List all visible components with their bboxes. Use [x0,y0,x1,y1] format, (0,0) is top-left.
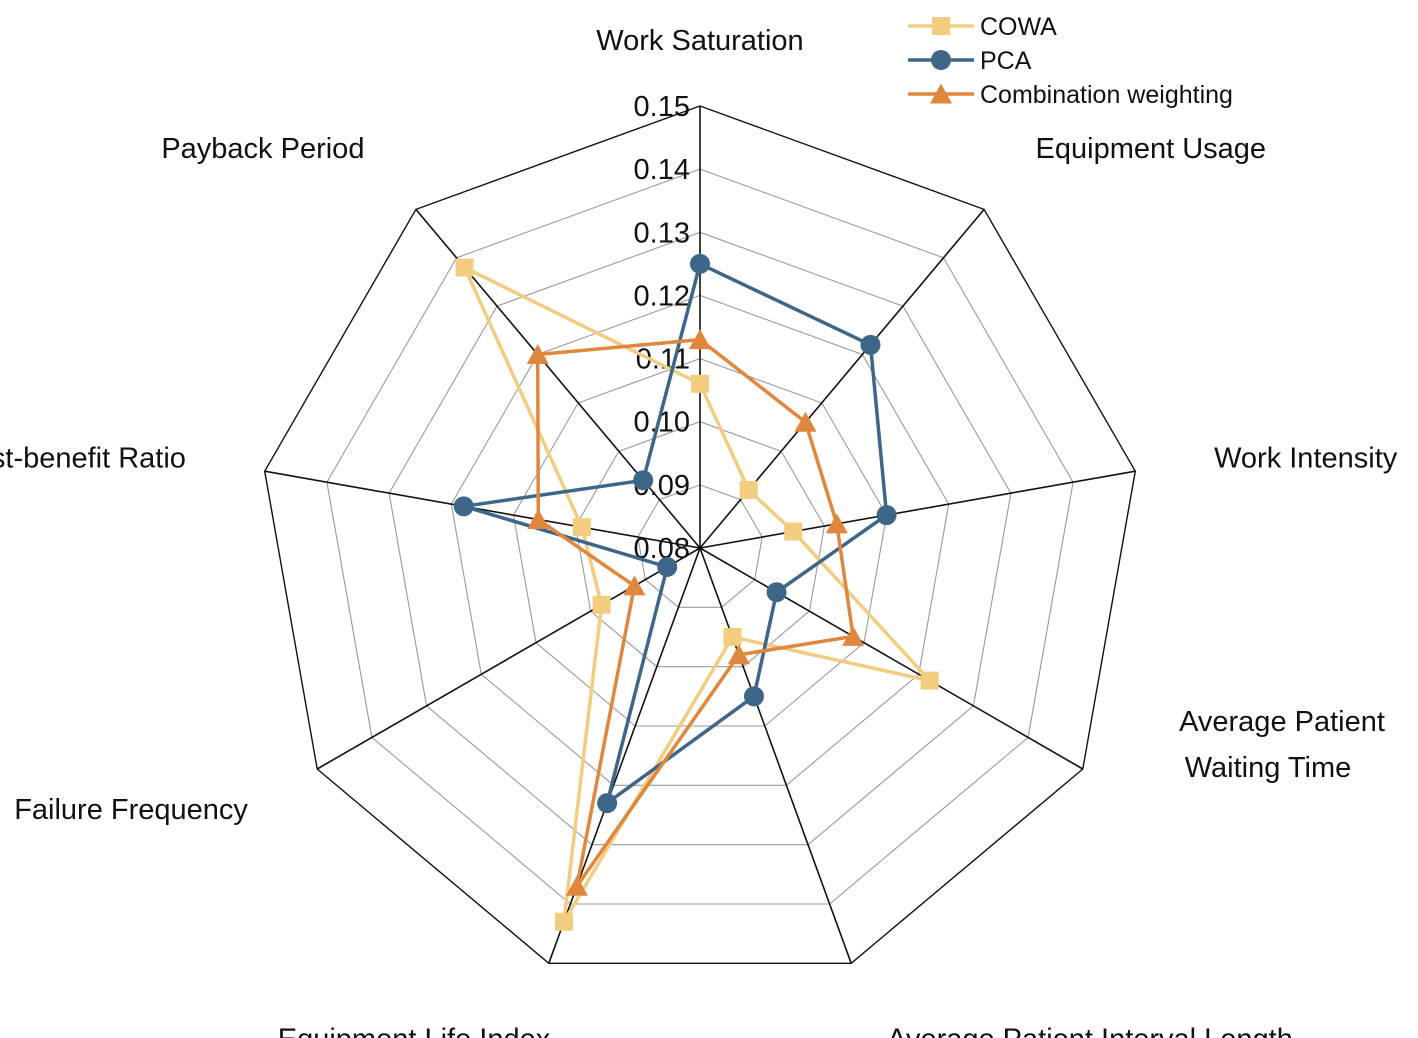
series-group [453,253,897,814]
series-marker-circle [633,470,654,491]
radial-tick-label: 0.12 [634,280,690,312]
series-marker-circle [743,686,764,707]
radial-tick-label: 0.13 [634,217,690,249]
axis-label: Failure Frequency [14,794,248,826]
series-marker-triangle [526,344,549,364]
series-marker-square [592,595,611,614]
series-marker-circle [860,334,881,355]
axis-label: Equipment Usage [1036,133,1267,165]
radial-tick-label: 0.14 [634,154,690,186]
grid-ring [512,358,888,727]
legend-label: Combination weighting [980,81,1233,109]
series-group [526,329,865,896]
series-marker-circle [766,582,787,603]
axis-label: Average Patient Interval Length [887,1024,1293,1038]
radar-grid [263,105,1137,964]
axis-label: Payback Period [161,133,364,165]
series-marker-triangle [727,644,750,665]
series-marker-square [784,522,803,541]
series-group [455,258,939,931]
series-marker-square [554,912,573,931]
series-marker-square [691,374,709,393]
series-marker-triangle [794,411,817,432]
series-marker-triangle [527,509,550,529]
axis-spoke [264,470,701,549]
series-marker-circle [876,505,897,526]
axis-labels: Work Saturation Equipment Usage Work Inten… [0,25,1398,1038]
series-marker-triangle [842,625,865,646]
axis-label: Work Intensity [1214,442,1398,474]
series-marker-triangle [825,513,848,534]
series-marker-circle [931,50,951,70]
axis-spoke [699,470,1136,549]
legend: COWA PCA Combination weighting [908,13,1233,109]
grid-ring [326,168,1074,905]
legend-label: COWA [980,13,1057,41]
legend-item: PCA [908,47,1032,75]
series-marker-circle [657,556,678,577]
grid-ring [450,294,950,786]
legend-item: COWA [908,13,1057,41]
series-marker-square [932,17,950,35]
axis-label: Cost-benefit Ratio [0,442,186,474]
series-marker-square [455,258,474,277]
series-line [461,262,889,805]
series-marker-triangle [565,875,588,896]
series-marker-circle [453,496,474,517]
grid-ring [637,484,763,608]
axis-label: Waiting Time [1185,752,1352,784]
series-marker-triangle [689,329,711,350]
series-marker-square [723,628,742,647]
axis-label: Work Saturation [596,25,803,57]
series-marker-circle [690,253,710,274]
axis-label: Average Patient [1179,706,1385,738]
axis-spoke [699,547,1084,770]
grid-ring [263,105,1137,964]
axis-spoke [699,547,852,964]
series-marker-square [739,480,758,499]
series-line [462,265,932,924]
series-marker-triangle [623,575,646,596]
series-line [535,337,855,888]
legend-item: Combination weighting [908,81,1233,109]
grid-ring [388,231,1012,846]
radial-tick-label: 0.11 [636,344,690,376]
series-marker-circle [597,793,618,814]
axis-spoke [548,547,701,964]
series-marker-square [920,671,939,690]
radial-tick-label: 0.15 [634,91,690,123]
series-marker-square [572,518,591,537]
series-plot-area [453,253,939,931]
legend-label: PCA [980,47,1032,75]
series-marker-triangle [930,83,952,104]
axis-label: Equipment Life Index [278,1024,551,1038]
